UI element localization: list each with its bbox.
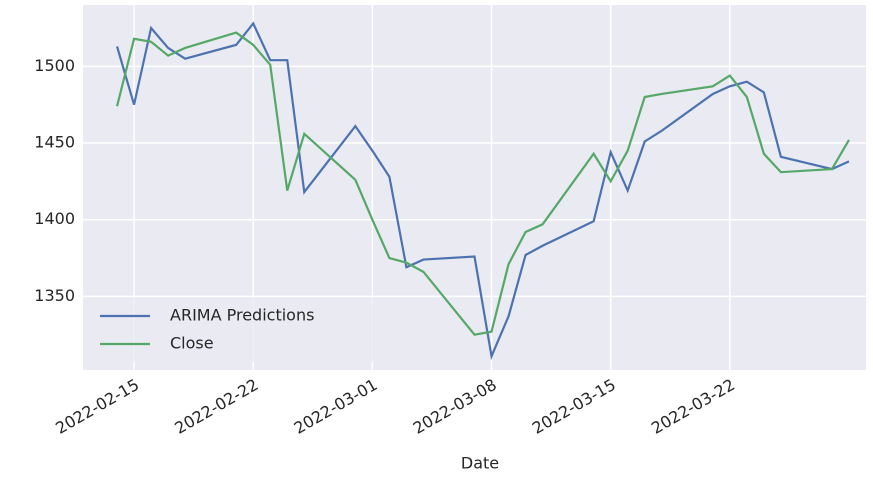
line-series (115, 31, 850, 336)
legend-label: Close (170, 334, 214, 353)
y-tick-label: 1350 (34, 286, 75, 305)
y-tick-label: 1500 (34, 56, 75, 75)
y-tick-label: 1400 (34, 209, 75, 228)
y-tick-label: 1450 (34, 133, 75, 152)
x-tick-label: 2022-03-22 (648, 375, 738, 438)
x-axis-label: Date (461, 454, 499, 473)
legend-box (90, 298, 375, 362)
legend: ARIMA Predictions Close (90, 298, 375, 362)
x-tick-label: 2022-02-22 (171, 375, 261, 438)
x-tick-label: 2022-03-01 (291, 375, 381, 438)
legend-label: ARIMA Predictions (170, 306, 314, 325)
x-tick-label: 2022-02-15 (52, 375, 142, 438)
line-series (115, 21, 850, 361)
x-tick-label: 2022-03-08 (410, 375, 500, 438)
x-tick-label: 2022-03-15 (529, 375, 619, 438)
